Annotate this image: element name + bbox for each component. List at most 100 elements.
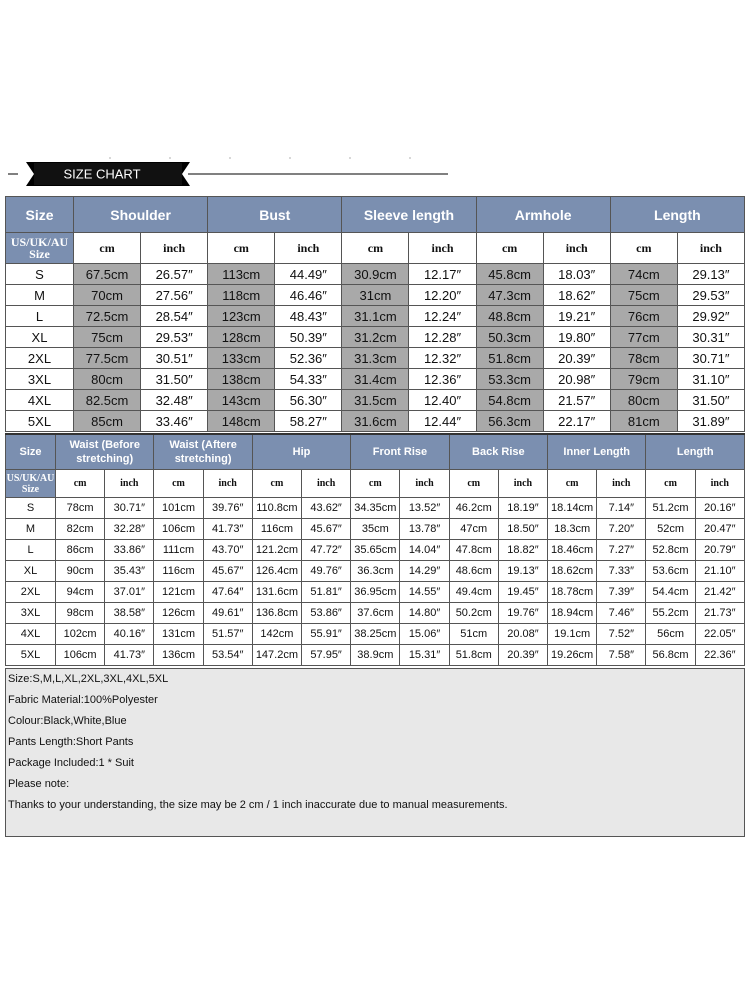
measure-cell: 55.2cm [645,602,696,624]
measure-cell: 19.26cm [547,644,598,666]
measure-cell: 48.43″ [274,305,343,327]
group-header: Inner Length [547,433,647,470]
measure-cell: 30.71″ [104,497,155,519]
measure-cell: 31.3cm [341,347,410,369]
measure-cell: 80cm [609,389,678,411]
measure-cell: 74cm [609,263,678,285]
measure-cell: 57.95″ [301,644,352,666]
measure-cell: 113cm [207,263,276,285]
measure-cell: 20.98″ [542,368,611,390]
measure-cell: 21.57″ [542,389,611,411]
measure-cell: 51.81″ [301,581,352,603]
measure-cell: 32.28″ [104,518,155,540]
group-header: Length [609,196,746,233]
measure-cell: 121.2cm [251,539,303,561]
measure-cell: 31.1cm [341,305,410,327]
note-line: Fabric Material:100%Polyester [8,694,158,706]
measure-cell: 19.13″ [497,560,549,582]
measure-cell: 35.43″ [104,560,155,582]
measure-cell: 18.03″ [542,263,611,285]
measure-cell: 7.20″ [596,518,647,540]
measure-cell: 143cm [207,389,276,411]
measure-cell: 19.45″ [497,581,549,603]
unit-header: inch [399,469,450,498]
note-line: Size:S,M,L,XL,2XL,3XL,4XL,5XL [8,673,169,685]
measure-cell: 7.14″ [596,497,647,519]
measure-cell: 18.82″ [497,539,549,561]
size-cell: S [5,263,74,285]
size-row: 5XL 106cm 41.73″ 136cm 53.54″ 147.2cm 57.95″ 38… [5,644,746,666]
measure-cell: 45.67″ [202,560,253,582]
note-line: Colour:Black,White,Blue [8,715,127,727]
measure-cell: 13.78″ [399,518,450,540]
measure-cell: 48.8cm [475,305,544,327]
unit-header: cm [645,469,696,498]
measure-cell: 50.39″ [274,326,343,348]
measure-cell: 33.46″ [140,410,209,432]
unit-header: cm [547,469,598,498]
measure-cell: 49.76″ [301,560,352,582]
measure-cell: 148cm [207,410,276,432]
unit-header: inch [694,469,746,498]
measure-cell: 72.5cm [72,305,142,327]
size-cell: 4XL [5,623,56,645]
measure-cell: 34.35cm [350,497,401,519]
size-cell: XL [5,326,74,348]
measure-cell: 41.73″ [202,518,253,540]
measure-cell: 12.44″ [408,410,477,432]
measure-cell: 56.30″ [274,389,343,411]
size-row: S 78cm 30.71″ 101cm 39.76″ 110.8cm 43.62″ 34.35… [5,497,746,519]
size-cell: M [5,284,74,306]
measure-cell: 142cm [251,623,303,645]
measure-cell: 22.05″ [694,623,746,645]
group-header: Size [5,433,56,470]
measure-cell: 52cm [645,518,696,540]
measure-cell: 30.31″ [676,326,746,348]
measure-cell: 12.36″ [408,368,477,390]
measure-cell: 31.2cm [341,326,410,348]
measure-cell: 30.9cm [341,263,410,285]
measure-cell: 37.01″ [104,581,155,603]
measure-cell: 12.17″ [408,263,477,285]
measure-cell: 21.10″ [694,560,746,582]
measure-cell: 18.50″ [497,518,549,540]
measure-cell: 52.36″ [274,347,343,369]
measure-cell: 102cm [54,623,106,645]
measure-cell: 21.42″ [694,581,746,603]
measure-cell: 45.67″ [301,518,352,540]
size-cell: XL [5,560,56,582]
size-row: XL 75cm 29.53″ 128cm 50.39″ 31.2cm 12.28″ 50.3c… [5,326,746,348]
notes: Size:S,M,L,XL,2XL,3XL,4XL,5XL Fabric Mate… [5,668,745,837]
size-row: 5XL 85cm 33.46″ 148cm 58.27″ 31.6cm 12.44″ 56.3… [5,410,746,432]
measure-cell: 20.79″ [694,539,746,561]
size-row: L 86cm 33.86″ 111cm 43.70″ 121.2cm 47.72″ 35.65… [5,539,746,561]
unit-header: cm [153,469,204,498]
measure-cell: 43.62″ [301,497,352,519]
measure-cell: 126.4cm [251,560,303,582]
measure-cell: 48.6cm [448,560,499,582]
size-row: XL 90cm 35.43″ 116cm 45.67″ 126.4cm 49.76″ 36.3… [5,560,746,582]
measure-cell: 18.78cm [547,581,598,603]
measure-cell: 138cm [207,368,276,390]
measure-cell: 106cm [153,518,204,540]
measure-cell: 31.5cm [341,389,410,411]
measure-cell: 15.31″ [399,644,450,666]
unit-header: US/UK/AU Size [5,469,56,498]
measure-cell: 29.53″ [140,326,209,348]
size-row: 4XL 102cm 40.16″ 131cm 51.57″ 142cm 55.91″ 38.2… [5,623,746,645]
unit-header: cm [475,232,544,264]
measure-cell: 51.8cm [475,347,544,369]
group-header: Waist (Before stretching) [54,433,155,470]
size-row: 3XL 80cm 31.50″ 138cm 54.33″ 31.4cm 12.36″ 53.3… [5,368,746,390]
measure-cell: 126cm [153,602,204,624]
measure-cell: 53.6cm [645,560,696,582]
size-row: S 67.5cm 26.57″ 113cm 44.49″ 30.9cm 12.17″ 45.8… [5,263,746,285]
measure-cell: 70cm [72,284,142,306]
measure-cell: 131cm [153,623,204,645]
unit-header: inch [140,232,209,264]
measure-cell: 77cm [609,326,678,348]
measure-cell: 27.56″ [140,284,209,306]
measure-cell: 81cm [609,410,678,432]
measure-cell: 79cm [609,368,678,390]
measure-cell: 20.16″ [694,497,746,519]
